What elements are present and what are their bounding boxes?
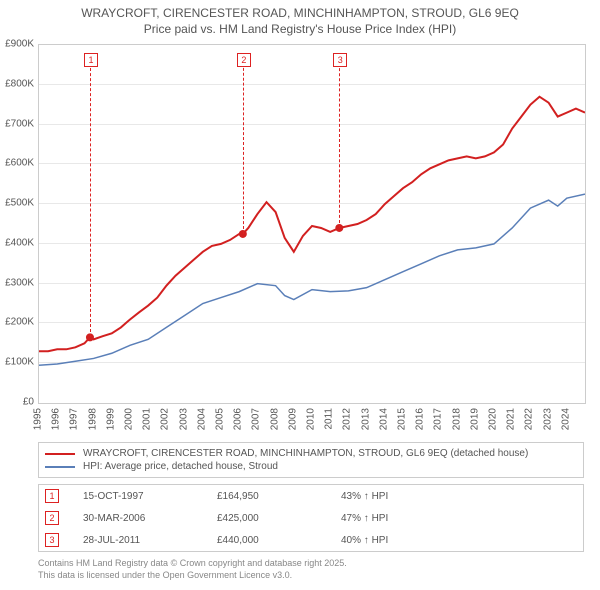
x-axis-tick-label: 2022	[524, 408, 535, 430]
note-pct: 47% ↑ HPI	[341, 513, 461, 524]
chart-plot-area: 1 2 3	[38, 44, 586, 404]
y-axis-tick-label: £200K	[0, 317, 34, 328]
x-axis-tick-label: 2018	[451, 408, 462, 430]
x-axis-tick-label: 2010	[306, 408, 317, 430]
x-axis-tick-label: 1995	[33, 408, 44, 430]
note-marker: 2	[45, 511, 59, 525]
x-axis-tick-label: 2014	[378, 408, 389, 430]
note-marker: 3	[45, 533, 59, 547]
x-axis-tick-label: 2003	[178, 408, 189, 430]
x-axis-tick-label: 1999	[105, 408, 116, 430]
callout-line	[339, 53, 341, 228]
x-axis-tick-label: 2011	[324, 408, 335, 430]
x-axis-tick-label: 2023	[542, 408, 553, 430]
note-pct: 43% ↑ HPI	[341, 491, 461, 502]
x-axis-tick-label: 2006	[233, 408, 244, 430]
series-price_paid	[39, 97, 585, 352]
x-axis-tick-label: 2019	[469, 408, 480, 430]
callout-line	[243, 53, 245, 234]
title-line2: Price paid vs. HM Land Registry's House …	[10, 22, 590, 38]
x-axis-tick-label: 2002	[160, 408, 171, 430]
note-price: £440,000	[217, 535, 317, 546]
y-axis-tick-label: £0	[0, 397, 34, 408]
note-price: £425,000	[217, 513, 317, 524]
y-axis-tick-label: £500K	[0, 198, 34, 209]
x-axis-tick-label: 2017	[433, 408, 444, 430]
x-axis-tick-label: 1998	[87, 408, 98, 430]
title-line1: WRAYCROFT, CIRENCESTER ROAD, MINCHINHAMP…	[10, 6, 590, 22]
x-axis-tick-label: 2009	[287, 408, 298, 430]
y-axis-tick-label: £300K	[0, 277, 34, 288]
transaction-notes: 1 15-OCT-1997 £164,950 43% ↑ HPI 2 30-MAR-200…	[38, 484, 584, 552]
series-hpi	[39, 194, 585, 365]
x-axis-tick-label: 2013	[360, 408, 371, 430]
x-axis-tick-label: 2015	[397, 408, 408, 430]
note-pct: 40% ↑ HPI	[341, 535, 461, 546]
legend-item: WRAYCROFT, CIRENCESTER ROAD, MINCHINHAMP…	[45, 447, 577, 460]
x-axis-tick-label: 2012	[342, 408, 353, 430]
x-axis-tick-label: 2024	[560, 408, 571, 430]
x-axis-tick-label: 2004	[196, 408, 207, 430]
y-axis-tick-label: £900K	[0, 39, 34, 50]
note-date: 28-JUL-2011	[83, 535, 193, 546]
x-axis-tick-label: 1997	[69, 408, 80, 430]
note-row: 1 15-OCT-1997 £164,950 43% ↑ HPI	[39, 485, 583, 507]
x-axis-tick-label: 2021	[506, 408, 517, 430]
callout-label: 1	[84, 53, 98, 67]
note-marker: 1	[45, 489, 59, 503]
chart-title: WRAYCROFT, CIRENCESTER ROAD, MINCHINHAMP…	[0, 0, 600, 39]
legend-swatch	[45, 453, 75, 455]
attribution-line2: This data is licensed under the Open Gov…	[38, 570, 347, 582]
legend-swatch	[45, 466, 75, 468]
chart-svg	[39, 45, 585, 403]
note-date: 30-MAR-2006	[83, 513, 193, 524]
note-row: 2 30-MAR-2006 £425,000 47% ↑ HPI	[39, 507, 583, 529]
x-axis-tick-label: 2000	[124, 408, 135, 430]
y-axis-tick-label: £800K	[0, 78, 34, 89]
y-axis-tick-label: £600K	[0, 158, 34, 169]
attribution-line1: Contains HM Land Registry data © Crown c…	[38, 558, 347, 570]
y-axis-tick-label: £400K	[0, 237, 34, 248]
legend-label: HPI: Average price, detached house, Stro…	[83, 461, 278, 472]
x-axis-tick-label: 2005	[215, 408, 226, 430]
note-price: £164,950	[217, 491, 317, 502]
y-axis-tick-label: £700K	[0, 118, 34, 129]
attribution: Contains HM Land Registry data © Crown c…	[38, 558, 347, 581]
note-date: 15-OCT-1997	[83, 491, 193, 502]
legend: WRAYCROFT, CIRENCESTER ROAD, MINCHINHAMP…	[38, 442, 584, 478]
callout-label: 3	[333, 53, 347, 67]
x-axis-tick-label: 1996	[51, 408, 62, 430]
callout-line	[90, 53, 92, 337]
callout-label: 2	[237, 53, 251, 67]
x-axis-tick-label: 2008	[269, 408, 280, 430]
legend-item: HPI: Average price, detached house, Stro…	[45, 460, 577, 473]
x-axis-tick-label: 2020	[488, 408, 499, 430]
legend-label: WRAYCROFT, CIRENCESTER ROAD, MINCHINHAMP…	[83, 448, 528, 459]
x-axis-tick-label: 2001	[142, 408, 153, 430]
x-axis-tick-label: 2016	[415, 408, 426, 430]
y-axis-tick-label: £100K	[0, 357, 34, 368]
x-axis-tick-label: 2007	[251, 408, 262, 430]
note-row: 3 28-JUL-2011 £440,000 40% ↑ HPI	[39, 529, 583, 551]
